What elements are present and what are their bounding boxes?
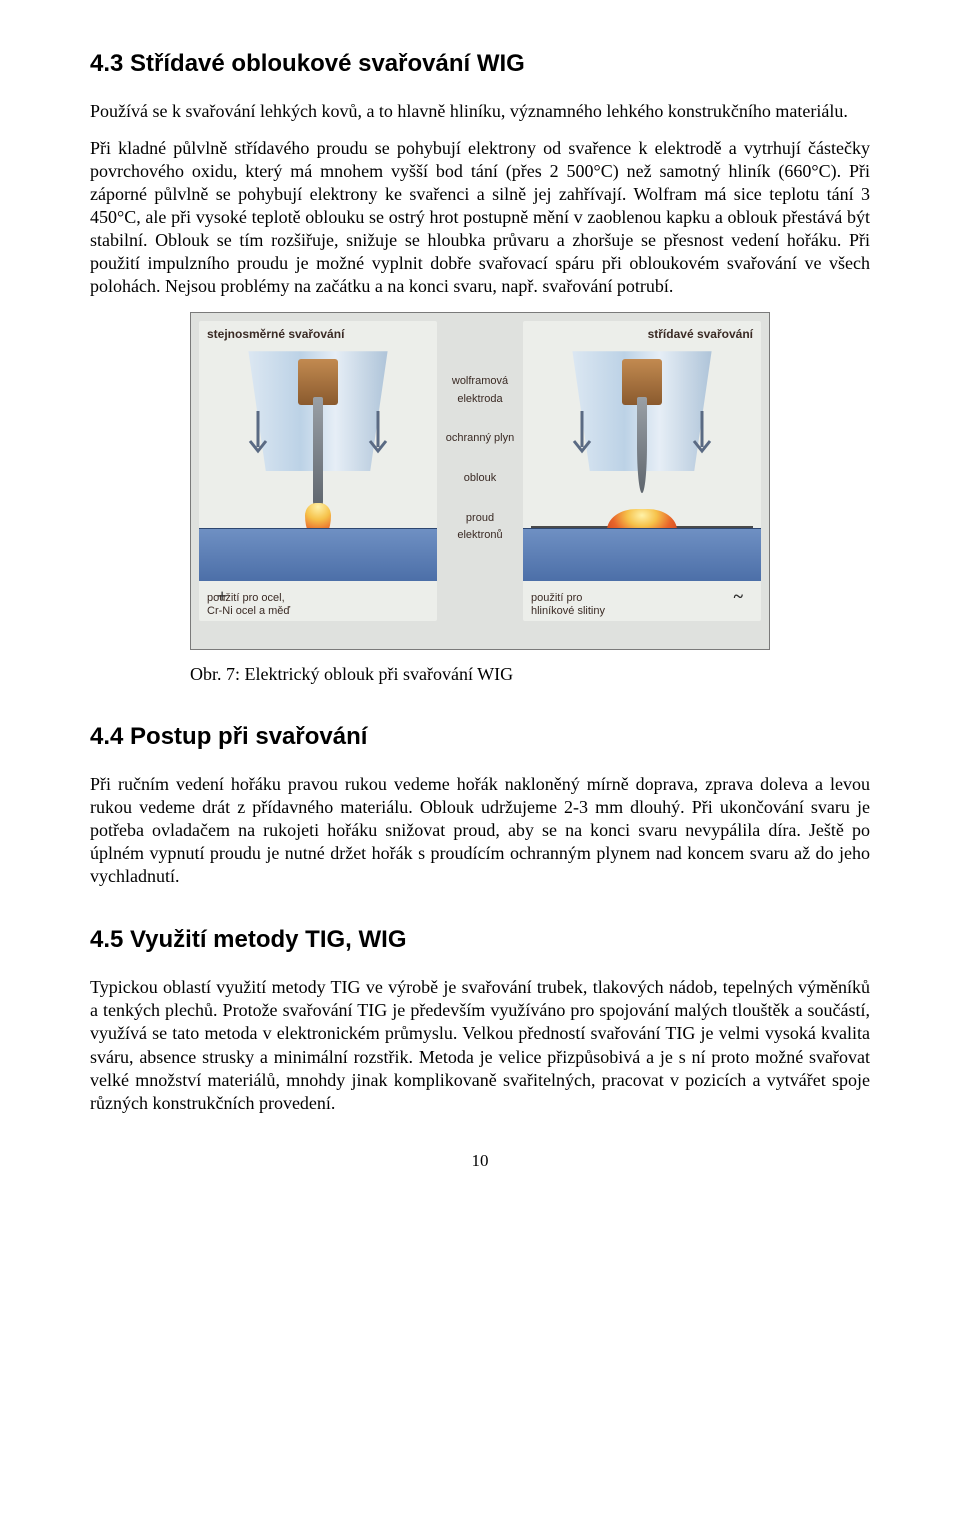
polarity-ac: ~	[734, 586, 743, 607]
figure-7: stejnosměrné svařování + po	[90, 312, 870, 685]
document-page: 4.3 Střídavé obloukové svařování WIG Pou…	[0, 0, 960, 1211]
figure-caption: Obr. 7: Elektrický oblouk při svařování …	[90, 664, 513, 685]
section-4-3-p1: Používá se k svařování lehkých kovů, a t…	[90, 100, 870, 123]
gas-arrow-icon	[247, 411, 269, 461]
label-shielding-gas: ochranný plyn	[445, 430, 515, 448]
gas-arrow-icon	[571, 411, 593, 461]
panel-title-right: střídavé svařování	[648, 327, 753, 341]
bottom-label-left: použití pro ocel, Cr-Ni ocel a měď	[207, 592, 290, 617]
figure-frame: stejnosměrné svařování + po	[190, 312, 770, 650]
center-label-column: wolframová elektroda ochranný plyn oblou…	[445, 373, 515, 567]
section-heading-4-5: 4.5 Využití metody TIG, WIG	[90, 926, 870, 954]
label-electrode: wolframová elektroda	[445, 373, 515, 408]
label-arc: oblouk	[445, 470, 515, 488]
page-number: 10	[90, 1151, 870, 1171]
bottom-label-right: použití pro hliníkové slitiny	[531, 592, 605, 617]
section-heading-4-3: 4.3 Střídavé obloukové svařování WIG	[90, 50, 870, 78]
panel-dc-welding: stejnosměrné svařování + po	[199, 321, 437, 621]
workpiece	[199, 528, 437, 581]
section-4-3-p2: Při kladné půlvlně střídavého proudu se …	[90, 137, 870, 298]
section-heading-4-4: 4.4 Postup při svařování	[90, 723, 870, 751]
section-4-4-p1: Při ručním vedení hořáku pravou rukou ve…	[90, 773, 870, 888]
panel-title-left: stejnosměrné svařování	[207, 327, 344, 341]
label-electron-flow: proud elektronů	[445, 510, 515, 545]
panel-ac-welding: střídavé svařování ~	[523, 321, 761, 621]
section-4-5-p1: Typickou oblastí využití metody TIG ve v…	[90, 976, 870, 1114]
gas-arrow-icon	[691, 411, 713, 461]
gas-arrow-icon	[367, 411, 389, 461]
workpiece	[523, 528, 761, 581]
